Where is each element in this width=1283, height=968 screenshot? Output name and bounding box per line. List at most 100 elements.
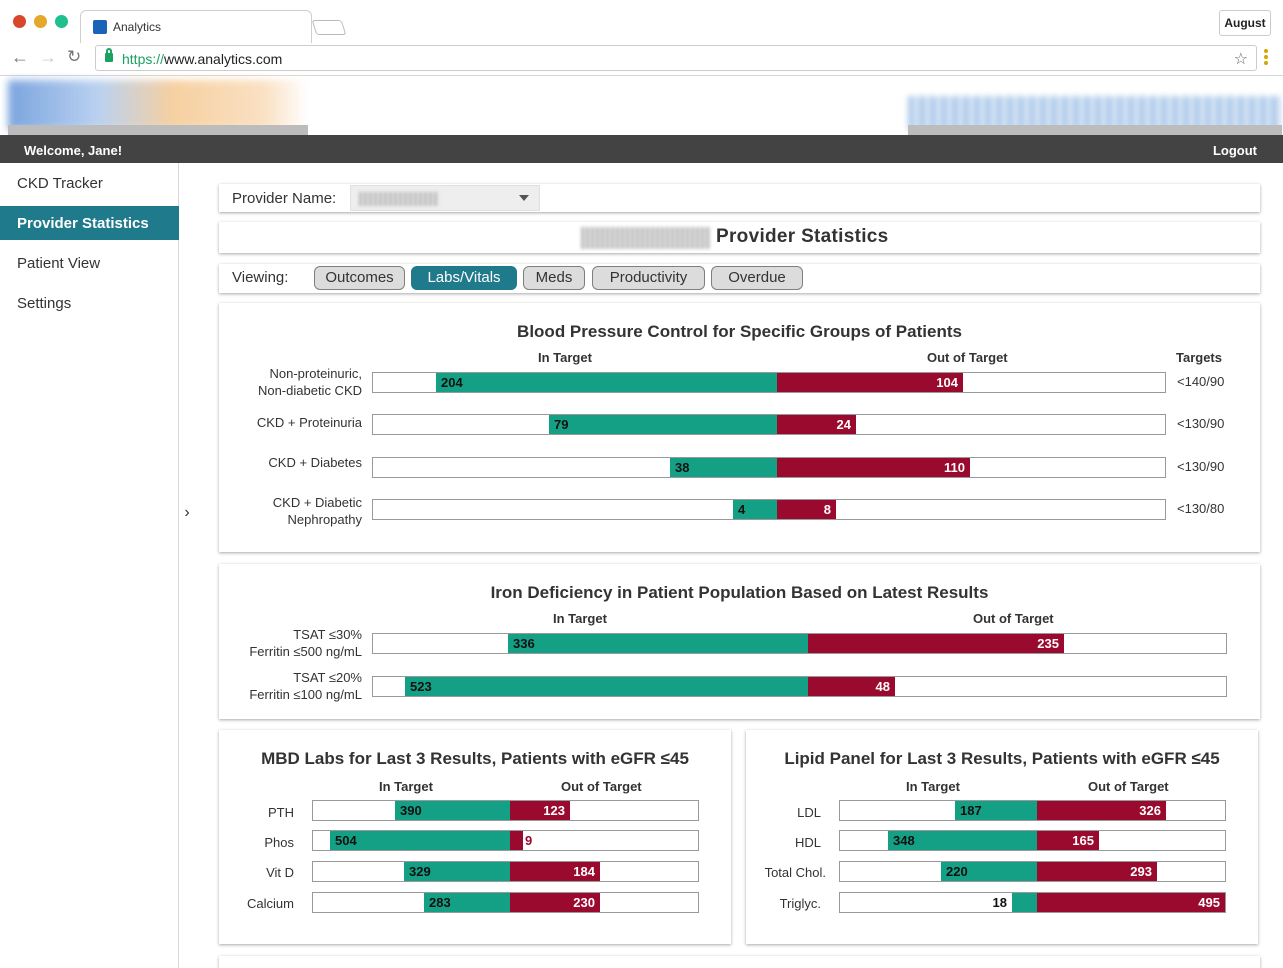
provider-select-card: Provider Name: <box>219 184 1260 212</box>
bp-bar-row: 204 104 <box>372 372 1166 393</box>
browser-menu-icon[interactable] <box>1263 48 1269 68</box>
top-nav-bar: Welcome, Jane! Logout <box>0 135 1283 163</box>
chart-title: Iron Deficiency in Patient Population Ba… <box>490 583 989 602</box>
lipid-panel-chart: Lipid Panel for Last 3 Results, Patients… <box>746 730 1258 944</box>
out-of-target-segment: 165 <box>1037 831 1099 850</box>
chevron-down-icon <box>519 195 529 201</box>
mbd-bar-row: 329 184 <box>312 861 699 882</box>
blurred-logo <box>8 80 308 130</box>
row-label: Non-proteinuric, Non-diabetic CKD <box>257 366 362 398</box>
browser-chrome: Analytics August ← → ↻ https://www.analy… <box>0 0 1283 76</box>
sidebar: CKD Tracker Provider Statistics Patient … <box>0 163 179 968</box>
browser-tab[interactable]: Analytics <box>80 10 312 43</box>
sidebar-item-patient-view[interactable]: Patient View <box>17 255 101 272</box>
in-target-header: In Target <box>538 350 592 365</box>
out-of-target-value: 9 <box>525 833 533 848</box>
in-target-segment: 504 <box>330 831 510 850</box>
viewing-label: Viewing: <box>232 269 289 286</box>
next-chart-card <box>219 956 1260 968</box>
row-label: Triglyc. <box>779 896 821 911</box>
back-arrow-icon[interactable]: ← <box>11 47 29 67</box>
mbd-bar-row: 283 230 <box>312 892 699 913</box>
in-target-segment: 220 <box>941 862 1037 881</box>
address-bar[interactable]: https://www.analytics.com ☆ <box>95 45 1257 71</box>
row-label: CKD + Proteinuria <box>256 415 362 430</box>
new-tab-button[interactable] <box>311 20 347 35</box>
iron-deficiency-chart: Iron Deficiency in Patient Population Ba… <box>219 564 1260 719</box>
mbd-bar-row: 504 9 <box>312 830 699 851</box>
tab-overdue[interactable]: Overdue <box>711 266 803 290</box>
in-target-segment <box>1012 893 1037 912</box>
in-target-segment: 79 <box>549 415 777 434</box>
profile-button[interactable]: August <box>1219 10 1271 36</box>
row-label: Phos <box>264 835 294 850</box>
reload-icon[interactable]: ↻ <box>67 47 82 66</box>
lipid-bar-row: 348 165 <box>839 830 1226 851</box>
tab-productivity[interactable]: Productivity <box>592 266 705 290</box>
close-window-dot[interactable] <box>13 15 26 28</box>
target-value: <130/90 <box>1177 416 1225 431</box>
out-of-target-segment: 495 <box>1037 893 1225 912</box>
in-target-segment: 204 <box>436 373 777 392</box>
out-of-target-segment: 24 <box>777 415 856 434</box>
sidebar-item-ckd-tracker[interactable]: CKD Tracker <box>17 175 103 192</box>
iron-bar-row: 336 235 <box>372 633 1227 654</box>
blurred-provider-title <box>581 227 711 249</box>
minimize-window-dot[interactable] <box>34 15 47 28</box>
row-label: Calcium <box>247 896 294 911</box>
in-target-segment: 390 <box>395 801 510 820</box>
row-label: TSAT ≤20% Ferritin ≤100 ng/mL <box>249 670 362 702</box>
lock-icon <box>105 48 113 62</box>
sidebar-item-provider-statistics[interactable]: Provider Statistics <box>0 206 179 240</box>
viewing-tabs-card: Viewing: Outcomes Labs/Vitals Meds Produ… <box>219 264 1260 293</box>
in-target-segment: 348 <box>888 831 1037 850</box>
row-label: TSAT ≤30% Ferritin ≤500 ng/mL <box>249 627 362 659</box>
row-label: Total Chol. <box>764 865 826 880</box>
chart-title: MBD Labs for Last 3 Results, Patients wi… <box>261 749 689 768</box>
out-of-target-segment: 293 <box>1037 862 1157 881</box>
app-banner <box>0 76 1283 135</box>
out-of-target-header: Out of Target <box>1088 779 1169 794</box>
provider-select[interactable] <box>350 185 540 211</box>
row-label: LDL <box>797 805 821 820</box>
blurred-banner-text <box>908 96 1282 130</box>
tab-labs-vitals[interactable]: Labs/Vitals <box>411 266 517 290</box>
bookmark-star-icon[interactable]: ☆ <box>1233 51 1248 68</box>
tab-meds[interactable]: Meds <box>523 266 585 290</box>
provider-name-label: Provider Name: <box>232 190 337 207</box>
bp-bar-row: 4 8 <box>372 499 1166 520</box>
mbd-bar-row: 390 123 <box>312 800 699 821</box>
targets-header: Targets <box>1176 350 1222 365</box>
out-of-target-segment: 104 <box>777 373 963 392</box>
bp-bar-row: 79 24 <box>372 414 1166 435</box>
out-of-target-segment: 184 <box>510 862 600 881</box>
target-value: <130/80 <box>1177 501 1225 516</box>
in-target-segment: 4 <box>733 500 777 519</box>
in-target-segment: 523 <box>405 677 808 696</box>
row-label: CKD + Diabetic Nephropathy <box>272 495 362 527</box>
in-target-header: In Target <box>906 779 960 794</box>
row-label: Vit D <box>266 865 294 880</box>
target-value: <130/90 <box>1177 459 1225 474</box>
tab-outcomes[interactable]: Outcomes <box>314 266 405 290</box>
logout-link[interactable]: Logout <box>1212 143 1257 158</box>
out-of-target-header: Out of Target <box>561 779 642 794</box>
sidebar-toggle-chevron-icon[interactable]: › <box>184 504 190 521</box>
lipid-bar-row: 220 293 <box>839 861 1226 882</box>
out-of-target-segment <box>510 831 523 850</box>
in-target-segment: 283 <box>424 893 510 912</box>
bp-control-chart: Blood Pressure Control for Specific Grou… <box>219 303 1260 552</box>
out-of-target-segment: 8 <box>777 500 836 519</box>
lipid-bar-row: 18 495 <box>839 892 1226 913</box>
page-title: Provider Statistics <box>716 226 889 247</box>
out-of-target-segment: 110 <box>777 458 970 477</box>
maximize-window-dot[interactable] <box>55 15 68 28</box>
lipid-bar-row: 187 326 <box>839 800 1226 821</box>
chart-title: Lipid Panel for Last 3 Results, Patients… <box>784 749 1220 768</box>
out-of-target-header: Out of Target <box>927 350 1008 365</box>
target-value: <140/90 <box>1177 374 1225 389</box>
sidebar-item-settings[interactable]: Settings <box>17 295 72 312</box>
forward-arrow-icon[interactable]: → <box>39 47 57 67</box>
bp-bar-row: 38 110 <box>372 457 1166 478</box>
chart-title: Blood Pressure Control for Specific Grou… <box>517 322 962 341</box>
